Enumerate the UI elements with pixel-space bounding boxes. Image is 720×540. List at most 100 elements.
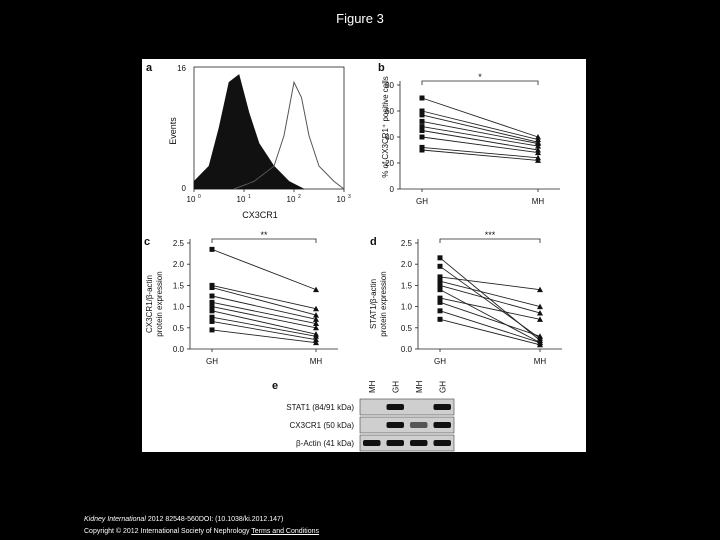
series-line — [439, 310, 541, 344]
blot-strip — [359, 398, 455, 416]
point-gh — [419, 124, 425, 130]
series-line — [421, 149, 539, 161]
significance-bracket — [421, 80, 539, 85]
figure-svg: a 16 0 Events 10 0 10 1 10 2 10 3 FITC CX3CR1 b… — [144, 62, 562, 452]
y-tick-label: 0.5 — [401, 324, 413, 333]
panel-d-ylabel-line2: protein expression — [379, 271, 388, 336]
point-mh — [313, 324, 319, 331]
panel-b: b % of CX3CR1⁺ positive cells 80 60 40 20 0 G… — [378, 62, 560, 206]
blot-lane-label: GH — [438, 381, 447, 393]
x-tick-label: MH — [310, 357, 323, 366]
y-tick-label: 2.0 — [401, 260, 413, 269]
terms-link[interactable]: Terms and Conditions — [251, 528, 319, 535]
point-gh — [419, 128, 425, 133]
point-gh — [209, 285, 215, 291]
panel-b-chart: 80 60 40 20 0 GH MH * — [385, 72, 560, 206]
x-tick-label: GH — [434, 357, 446, 366]
y-tick-label: 60 — [385, 107, 394, 116]
y-tick-label: 80 — [385, 81, 394, 90]
series-line — [421, 97, 539, 138]
blot-band — [386, 404, 404, 410]
series-line — [421, 110, 539, 141]
point-gh — [437, 316, 443, 322]
point-gh — [437, 287, 443, 293]
citation: Kidney International 2012 82548-560DOI: … — [84, 515, 283, 525]
point-gh — [419, 118, 425, 124]
y-tick-label: 0.0 — [173, 345, 185, 354]
point-mh — [537, 309, 543, 316]
y-tick-label: 0.0 — [401, 345, 413, 354]
panel-a-ylabel: Events — [168, 117, 178, 145]
point-mh — [313, 320, 319, 327]
blot-band — [386, 440, 404, 446]
point-gh — [437, 308, 443, 314]
histogram-filled-curve — [193, 74, 305, 190]
point-gh — [209, 246, 215, 252]
series-line — [439, 289, 541, 344]
panel-c-letter: c — [144, 236, 150, 248]
series-line — [211, 320, 317, 341]
series-line — [421, 130, 539, 151]
panel-d-chart: 2.5 2.0 1.5 1.0 0.5 0.0 GH MH *** — [401, 230, 562, 366]
panel-a-xtick-label: 10 — [287, 195, 296, 204]
series-line — [439, 280, 541, 308]
citation-journal: Kidney International — [84, 516, 146, 523]
panel-a-xtick-label: 10 — [187, 195, 196, 204]
point-mh — [537, 341, 543, 348]
y-tick-label: 1.5 — [401, 281, 413, 290]
panel-a-xtick-exponent: 1 — [248, 194, 251, 200]
y-tick-label: 40 — [385, 133, 394, 142]
panel-a-xtick-exponent: 2 — [298, 194, 301, 200]
panel-a: a 16 0 Events 10 0 10 1 10 2 10 3 FITC CX3CR1 — [146, 62, 351, 220]
blot-row-label: CX3CR1 (50 kDa) — [290, 421, 355, 430]
series-line — [421, 120, 539, 144]
panel-e: e MH GH MH GH STAT1 (84/91 kDa) CX3CR1 (50 k… — [272, 380, 455, 452]
blot-lane-label: MH — [368, 380, 377, 393]
significance-bracket — [211, 238, 317, 243]
point-gh — [209, 293, 215, 299]
copyright-line: Copyright © 2012 International Society o… — [84, 528, 319, 535]
point-gh — [419, 112, 425, 118]
fitc-label: FITC — [240, 180, 254, 186]
point-gh — [209, 299, 215, 305]
blot-strip — [359, 416, 455, 434]
panel-a-letter: a — [146, 62, 153, 74]
y-tick-label: 1.0 — [173, 303, 185, 312]
blot-band — [433, 440, 451, 446]
series-line — [439, 297, 541, 320]
panel-a-ytick-bottom: 0 — [182, 184, 187, 193]
y-tick-label: 0 — [390, 185, 395, 194]
point-gh — [437, 263, 443, 269]
point-mh — [313, 286, 319, 293]
slide-title: Figure 3 — [336, 11, 384, 26]
point-gh — [419, 108, 425, 114]
panel-a-xticks: 10 0 10 1 10 2 10 3 — [187, 189, 351, 204]
series-line — [439, 265, 541, 339]
blot-band — [363, 440, 381, 446]
panel-a-xtick-label: 10 — [337, 195, 346, 204]
point-mh — [537, 316, 543, 322]
point-gh — [437, 274, 443, 280]
blot-band — [433, 404, 451, 410]
x-tick-label: GH — [206, 357, 218, 366]
y-tick-label: 1.0 — [401, 303, 413, 312]
series-line — [211, 316, 317, 337]
series-line — [421, 126, 539, 147]
citation-ref: 2012 82548-560DOI: (10.1038/ki.2012.147) — [145, 516, 284, 523]
y-tick-label: 20 — [385, 159, 394, 168]
series-line — [211, 329, 317, 344]
panel-d-ylabel-line1: STAT1/β-actin — [369, 279, 378, 329]
significance-marker: ** — [260, 230, 268, 240]
point-gh — [209, 327, 215, 333]
blot-lane-labels: MH GH MH GH — [368, 380, 448, 393]
series-line — [211, 301, 317, 325]
x-tick-label: MH — [532, 197, 545, 206]
significance-bracket — [439, 238, 541, 243]
series-line — [211, 248, 317, 291]
panel-b-letter: b — [378, 62, 385, 74]
point-mh — [313, 316, 319, 322]
blot-strip — [359, 434, 455, 452]
point-gh — [437, 255, 443, 261]
panel-c-ylabel-line1: CX3CR1/β-actin — [145, 275, 154, 333]
point-mh — [535, 149, 541, 156]
